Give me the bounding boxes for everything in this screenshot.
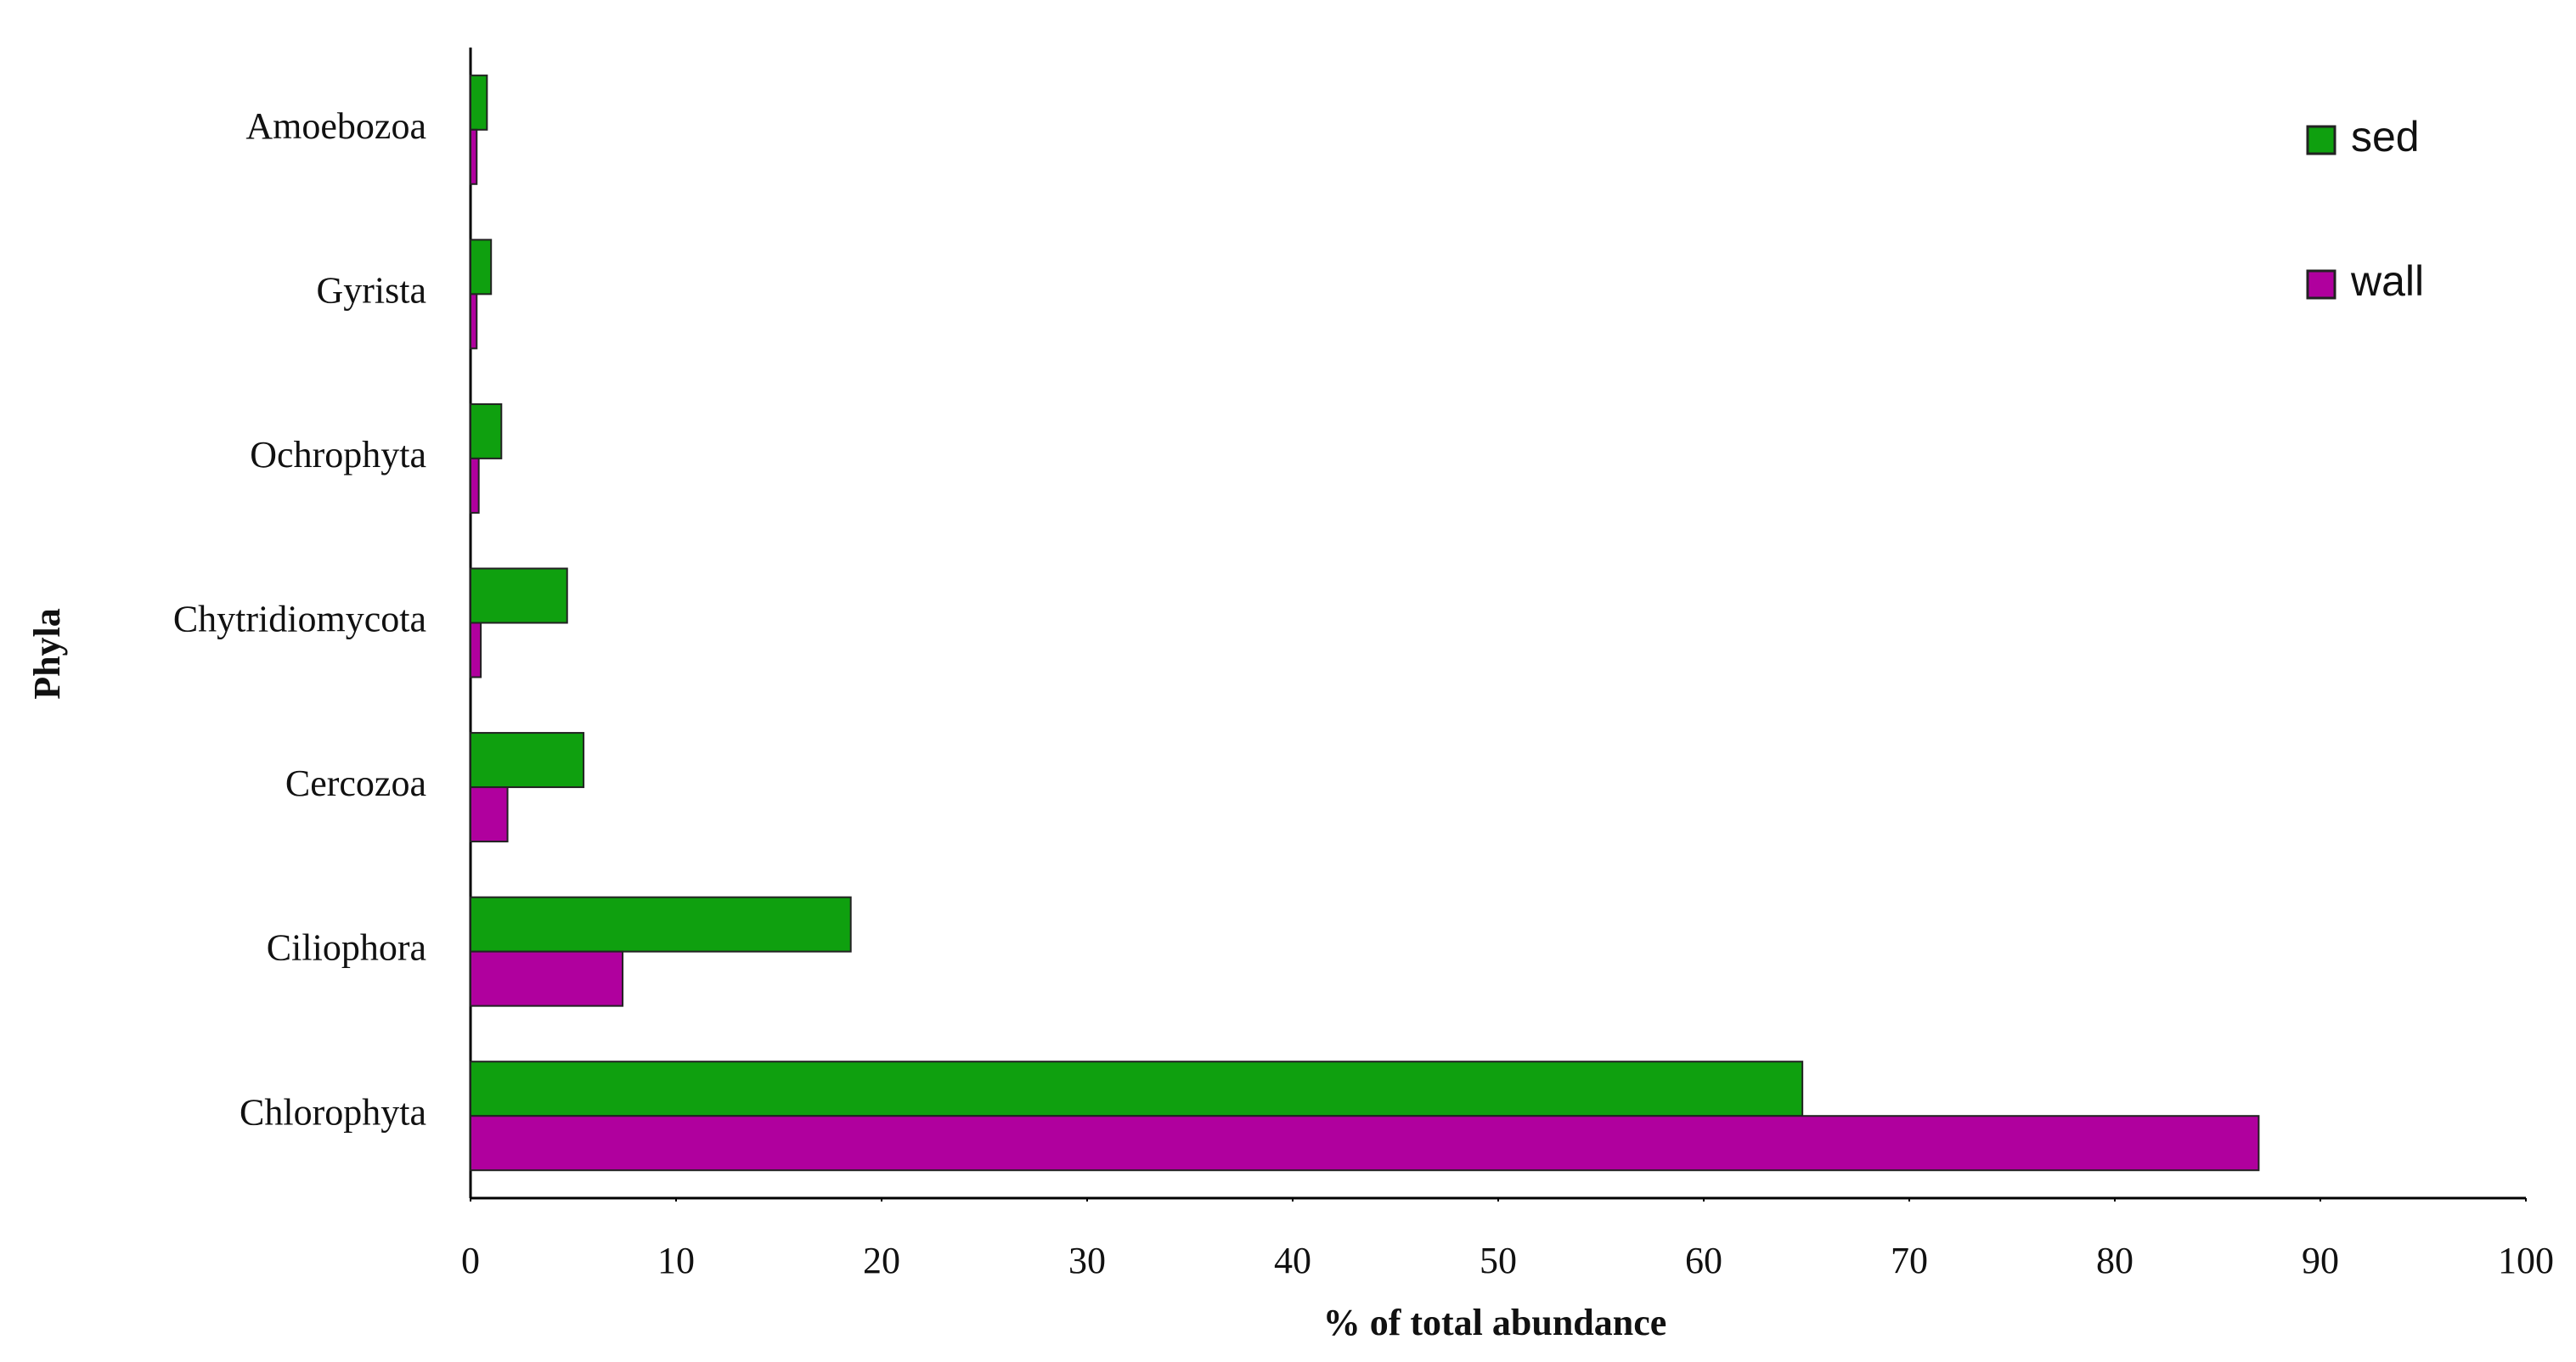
x-tick-label: 40 xyxy=(1274,1240,1311,1281)
bar xyxy=(470,786,509,843)
bar xyxy=(470,896,852,953)
y-tick-label: Ochrophyta xyxy=(250,434,426,476)
legend-swatch xyxy=(2306,125,2336,155)
bar xyxy=(470,293,478,350)
x-axis-title: % of total abundance xyxy=(1323,1302,1667,1343)
bar xyxy=(470,1115,2260,1172)
bar xyxy=(470,402,503,459)
x-tick-label: 80 xyxy=(2096,1240,2134,1281)
x-tick-label: 50 xyxy=(1480,1240,1517,1281)
x-tick-label: 100 xyxy=(2498,1240,2554,1281)
y-tick-label: Chytridiomycota xyxy=(173,599,426,640)
y-axis-title: Phyla xyxy=(26,608,68,700)
bar xyxy=(470,128,478,185)
y-tick-label: Amoebozoa xyxy=(245,105,426,147)
y-tick-label: Gyrista xyxy=(316,269,426,311)
x-tick-label: 70 xyxy=(1891,1240,1928,1281)
bar xyxy=(470,239,493,295)
x-tick-label: 10 xyxy=(657,1240,695,1281)
bar xyxy=(470,950,624,1007)
x-tick-label: 20 xyxy=(863,1240,900,1281)
bar xyxy=(470,457,480,514)
bar xyxy=(470,567,568,624)
x-tick-label: 90 xyxy=(2302,1240,2339,1281)
bar xyxy=(470,1061,1804,1117)
legend-label: wall xyxy=(2350,257,2424,305)
y-tick-label: Cercozoa xyxy=(285,763,426,804)
y-tick-label: Chlorophyta xyxy=(240,1091,426,1133)
x-tick-label: 30 xyxy=(1068,1240,1106,1281)
bar xyxy=(470,732,585,789)
legend-swatch xyxy=(2306,269,2336,300)
bar xyxy=(470,622,482,678)
legend-label: sed xyxy=(2351,113,2420,160)
y-tick-label: Ciliophora xyxy=(267,927,426,969)
x-tick-label: 60 xyxy=(1685,1240,1722,1281)
x-tick-label: 0 xyxy=(461,1240,480,1281)
bar xyxy=(470,74,488,131)
